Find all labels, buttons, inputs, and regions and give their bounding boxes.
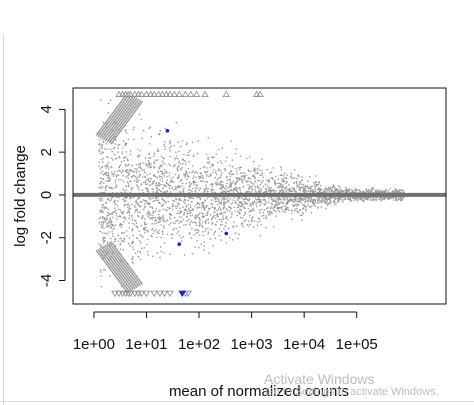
data-point — [238, 201, 242, 204]
y-tick-label: -4 — [38, 274, 55, 287]
clipped-up-triangle — [175, 90, 183, 98]
data-point — [192, 180, 196, 184]
clipped-up-triangle — [170, 90, 179, 98]
clipped-up-triangle — [192, 90, 201, 98]
highlighted-point — [165, 128, 170, 133]
data-point — [312, 190, 315, 193]
data-point — [229, 185, 232, 188]
data-point — [137, 155, 140, 158]
clipped-up-triangle — [187, 90, 195, 98]
clipped-up-triangle — [126, 90, 135, 98]
y-tick-label: 4 — [38, 105, 55, 113]
clipped-down-triangle — [160, 290, 169, 298]
clipped-up-triangle — [115, 90, 123, 98]
x-tick-label: 1e+01 — [125, 336, 167, 353]
data-point — [168, 212, 172, 216]
data-point — [184, 208, 187, 212]
clipped-down-triangle — [142, 290, 151, 298]
clipped-up-triangle — [154, 90, 163, 98]
clipped-up-triangle — [137, 90, 146, 98]
clipped-up-triangle — [142, 90, 151, 98]
data-point — [278, 198, 282, 201]
clipped-down-triangle — [150, 290, 158, 298]
clipped-down-triangle — [111, 290, 119, 298]
x-axis-label: mean of normalized counts — [169, 383, 349, 400]
data-point — [106, 251, 109, 254]
data-point — [142, 227, 146, 231]
data-point — [247, 187, 251, 190]
y-tick-label: 2 — [38, 148, 55, 156]
clipped-down-triangle — [156, 290, 164, 298]
window-edge — [3, 34, 4, 405]
clipped-down-triangle — [184, 290, 192, 298]
clipped-up-triangle — [181, 90, 190, 98]
clipped-up-triangle — [201, 90, 209, 98]
data-point — [201, 204, 205, 207]
y-tick-label: 0 — [38, 191, 55, 199]
clipped-down-triangle — [131, 290, 139, 298]
data-point — [268, 188, 271, 191]
data-point — [161, 172, 164, 175]
x-tick-label: 1e+00 — [73, 336, 115, 353]
data-point — [131, 240, 135, 244]
data-point — [219, 202, 223, 205]
clipped-up-triangle — [150, 90, 158, 98]
clipped-up-triangle — [166, 90, 174, 98]
clipped-down-triangle — [166, 290, 174, 298]
clipped-up-triangle — [222, 90, 230, 98]
clipped-down-triangle — [137, 290, 146, 298]
x-tick-label: 1e+03 — [231, 336, 273, 353]
clipped-up-triangle — [146, 90, 155, 98]
highlighted-point — [224, 231, 229, 236]
clipped-down-triangle — [115, 290, 123, 298]
data-point — [113, 121, 117, 124]
highlighted-down-triangle — [178, 290, 186, 298]
clipped-up-triangle — [158, 90, 166, 98]
clipped-up-triangle — [131, 90, 139, 98]
data-point — [96, 131, 100, 135]
clipped-up-triangle — [162, 90, 171, 98]
data-point — [176, 176, 180, 180]
data-point — [211, 183, 214, 186]
x-tick-label: 1e+04 — [283, 336, 325, 353]
x-tick-label: 1e+05 — [336, 336, 378, 353]
data-point — [300, 197, 303, 200]
data-point — [258, 200, 261, 203]
y-tick-label: -2 — [38, 231, 55, 244]
data-point — [289, 189, 292, 192]
y-axis-label: log fold change — [12, 145, 29, 247]
axes: 1e+00 1e+01 1e+02 1e+03 1e+04 1e+05 -4 -2 0 2 4 — [38, 105, 378, 353]
data-point — [149, 165, 152, 169]
clipped-down-triangle — [126, 290, 135, 298]
plot-frame — [72, 87, 447, 305]
clipped-up-triangle — [256, 90, 264, 98]
data-point — [119, 260, 122, 263]
data-point — [124, 142, 128, 145]
x-tick-label: 1e+02 — [178, 336, 220, 353]
data-points — [96, 90, 374, 298]
window-edge-bottom — [0, 401, 474, 402]
data-point — [154, 219, 157, 222]
highlighted-point — [177, 242, 182, 246]
